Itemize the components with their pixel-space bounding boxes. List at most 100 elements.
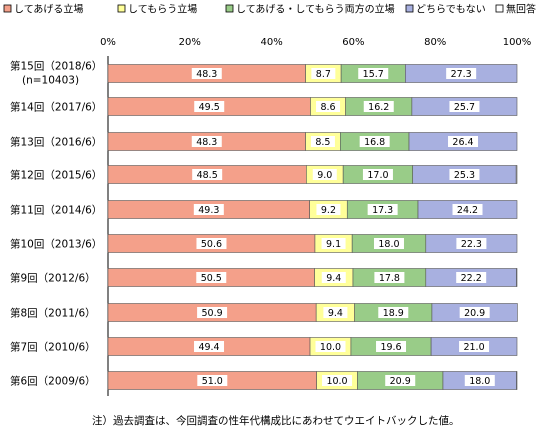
data-label-bg-4-4 [449,169,480,180]
data-label-bg-3-2 [310,136,335,147]
data-label-bg-2-3 [363,101,394,112]
data-label-bg-4-1 [192,169,223,180]
data-label-bg-7-1 [196,272,227,283]
data-label-bg-3-3 [359,136,390,147]
category-label-1: 第15回（2018/6） [10,60,102,73]
data-label-3-1: 48.3 [196,137,217,148]
data-label-4-4: 25.3 [454,170,475,181]
data-label-bg-8-2 [323,307,348,318]
legend-label-5: 無回答 [506,3,536,16]
data-label-2-3: 16.2 [368,102,389,113]
data-label-bg-6-3 [373,238,404,249]
legend-label-4: どちらでもない [416,4,486,16]
legend-label-2: してもらう立場 [128,3,197,16]
data-label-3-2: 8.5 [315,137,330,148]
data-label-1-2: 8.7 [316,69,331,80]
data-label-bg-1-1 [191,68,222,79]
data-label-8-3: 18.9 [383,308,404,319]
data-label-9-4: 21.0 [463,342,484,353]
x-tick-label-40pct: 40% [260,37,282,48]
category-label-10: 第6回（2009/6） [10,375,96,388]
data-label-bg-9-3 [376,341,407,352]
data-label-7-1: 50.5 [201,273,222,284]
category-label-4: 第12回（2015/6） [10,169,102,182]
data-label-bg-2-2 [316,101,341,112]
bar-segment-4-5 [515,165,518,184]
data-label-6-1: 50.6 [201,239,222,250]
data-label-bg-2-1 [194,101,225,112]
chart-note: 注）過去調査は、今回調査の性年代構成比にあわせてウエイトバックした値。 [92,415,460,427]
data-label-10-3: 20.9 [390,376,411,387]
legend-label-3: してあげる・してもらう両方の立場 [236,3,395,16]
data-label-bg-6-4 [456,238,487,249]
data-label-bg-7-3 [374,272,405,283]
data-label-bg-1-3 [358,68,389,79]
data-label-bg-7-4 [456,272,487,283]
data-label-3-4: 26.4 [452,137,473,148]
x-tick-label-80pct: 80% [424,37,446,48]
data-label-bg-5-1 [193,204,224,215]
data-label-bg-5-4 [452,204,483,215]
data-label-10-2: 10.0 [326,376,347,387]
data-label-1-4: 27.3 [451,69,472,80]
category-sublabel-1: (n=10403) [22,75,79,87]
data-label-9-3: 19.6 [380,342,401,353]
data-label-bg-10-2 [322,375,353,386]
data-label-9-2: 10.0 [320,342,341,353]
data-label-7-3: 17.8 [379,273,400,284]
data-label-8-1: 50.9 [202,308,223,319]
data-label-bg-8-3 [378,307,409,318]
category-label-8: 第8回（2011/6） [10,307,96,320]
legend-swatch-1 [3,4,12,13]
data-label-bg-6-2 [321,238,346,249]
data-label-bg-1-2 [311,68,336,79]
data-label-4-3: 17.0 [367,170,388,181]
data-label-bg-8-4 [459,307,490,318]
data-label-4-2: 9.0 [317,170,332,181]
x-tick-label-0pct: 0% [100,37,116,48]
data-label-8-4: 20.9 [464,308,485,319]
data-label-5-2: 9.2 [321,205,336,216]
data-label-2-4: 25.7 [454,102,475,113]
data-label-6-4: 22.3 [461,239,482,250]
data-label-bg-4-2 [312,169,337,180]
data-label-bg-10-4 [464,375,495,386]
data-label-7-2: 9.4 [326,273,341,284]
category-label-3: 第13回（2016/6） [10,136,102,149]
data-label-bg-1-4 [446,68,477,79]
data-label-9-1: 49.4 [198,342,219,353]
category-label-6: 第10回（2013/6） [10,238,102,251]
data-label-1-3: 15.7 [363,69,384,80]
data-label-2-2: 8.6 [320,102,335,113]
data-label-bg-2-4 [449,101,480,112]
legend-swatch-3 [225,4,234,13]
data-label-10-4: 18.0 [469,376,490,387]
data-label-4-1: 48.5 [197,170,218,181]
x-tick-label-100pct: 100% [503,37,532,48]
data-label-6-2: 9.1 [326,239,341,250]
x-tick-label-60pct: 60% [342,37,364,48]
data-label-bg-8-1 [197,307,228,318]
data-label-bg-5-2 [316,204,341,215]
x-tick-label-20pct: 20% [179,37,201,48]
data-label-bg-7-2 [321,272,346,283]
data-label-5-1: 49.3 [198,205,219,216]
data-label-bg-10-1 [197,375,228,386]
data-label-3-3: 16.8 [364,137,385,148]
legend-swatch-5 [495,4,504,13]
data-label-bg-9-4 [459,341,490,352]
data-label-bg-9-2 [315,341,346,352]
data-label-6-3: 18.0 [378,239,399,250]
category-label-5: 第11回（2014/6） [10,204,102,217]
data-label-1-1: 48.3 [196,69,217,80]
data-label-bg-3-4 [448,136,479,147]
legend-swatch-4 [405,4,414,13]
legend-label-1: してあげる立場 [14,3,83,16]
data-label-10-1: 51.0 [202,376,223,387]
category-label-2: 第14回（2017/6） [10,101,102,114]
data-label-2-1: 49.5 [199,102,220,113]
data-label-5-4: 24.2 [457,205,478,216]
data-label-bg-9-1 [194,341,225,352]
category-label-7: 第9回（2012/6） [10,272,96,285]
